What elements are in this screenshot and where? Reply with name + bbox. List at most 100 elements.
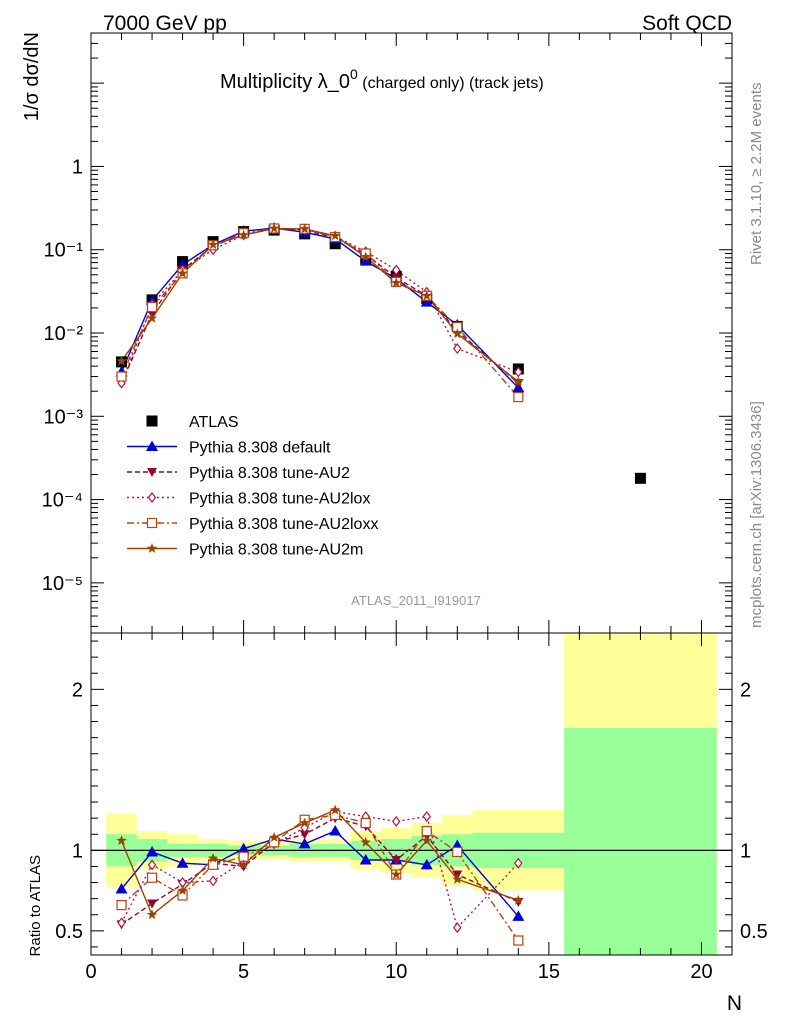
au2m-point-marker — [177, 267, 188, 278]
au2m-point-marker — [391, 277, 402, 288]
au2m-point-marker — [116, 355, 127, 366]
au2m-point-marker — [207, 239, 219, 250]
ratio-y-tick-label-right: 1 — [740, 840, 751, 862]
rivet-version-label: Rivet 3.1.10, ≥ 2.2M events — [748, 83, 765, 266]
au2m-point-marker — [299, 817, 310, 828]
title-superscript: 0 — [350, 66, 358, 82]
y-tick-label: 1 — [72, 156, 83, 178]
au2m-point-marker — [421, 290, 432, 301]
au2lox-point-marker — [147, 492, 157, 503]
legend-label-default: Pythia 8.308 default — [189, 440, 331, 457]
ratio-y-axis-label: Ratio to ATLAS — [27, 855, 44, 956]
header-right-label: Soft QCD — [642, 12, 732, 35]
legend-label-au2lox: Pythia 8.308 tune-AU2lox — [189, 491, 370, 508]
default-point-marker — [298, 837, 311, 849]
uncertainty-band-inner — [564, 727, 717, 955]
data-point-marker — [329, 238, 341, 250]
au2loxx-point-marker — [116, 371, 127, 382]
ratio-y-tick-label-left: 1 — [72, 840, 83, 862]
au2m-point-marker — [207, 852, 219, 863]
au2loxx-point-marker — [513, 391, 524, 403]
x-tick-label: 20 — [690, 961, 712, 983]
au2loxx-point-marker — [207, 859, 219, 870]
au2lox-point-marker — [453, 343, 462, 355]
analysis-label: ATLAS_2011_I919017 — [351, 593, 481, 608]
title-main: Multiplicity λ_0 — [220, 71, 350, 93]
au2loxx-point-marker — [360, 817, 371, 829]
au2lox-point-marker — [117, 917, 126, 929]
default-point-marker — [146, 845, 159, 857]
main-plot-background — [91, 33, 732, 633]
au2m-point-marker — [330, 804, 341, 815]
au2m-point-marker — [421, 835, 432, 846]
y-tick-label: 10⁻³ — [44, 406, 84, 428]
ratio-y-tick-label-right: 0.5 — [740, 921, 768, 943]
legend: ATLAS Pythia 8.308 default Pythia 8.308 tu… — [127, 414, 378, 559]
au2-point-marker — [147, 468, 157, 477]
header-left-label: 7000 GeV pp — [103, 12, 227, 35]
au2loxx-point-marker — [421, 825, 432, 837]
au2lox-point-marker — [453, 922, 462, 934]
au2m-point-marker — [299, 223, 310, 234]
legend-label-au2loxx: Pythia 8.308 tune-AU2loxx — [189, 516, 378, 533]
au2m-point-marker — [116, 835, 127, 846]
au2loxx-point-marker — [146, 301, 158, 313]
default-point-marker — [146, 440, 158, 451]
x-axis-label: N — [727, 992, 742, 1015]
au2m-point-marker — [238, 859, 249, 870]
au2m-point-marker — [238, 229, 249, 240]
au2m-point-marker — [146, 543, 158, 553]
legend-label-au2m: Pythia 8.308 tune-AU2m — [189, 542, 363, 559]
default-point-marker — [512, 910, 525, 921]
au2lox-point-marker — [391, 815, 401, 827]
default-point-marker — [359, 255, 372, 266]
main-y-axis-label: 1/σ dσ/dN — [21, 32, 43, 121]
au2m-point-marker — [146, 909, 158, 920]
y-tick-label: 10⁻² — [44, 323, 84, 345]
au2loxx-point-marker — [146, 517, 158, 529]
au2m-point-marker — [391, 869, 402, 879]
au2-point-marker — [299, 830, 310, 840]
main-plot-axes: 1 10⁻¹ 10⁻² 10⁻³ 10⁻⁴ 10⁻⁵ — [42, 32, 733, 634]
ratio-y-tick-label-left: 0.5 — [55, 921, 83, 943]
au2-point-marker — [147, 899, 158, 909]
au2loxx-point-marker — [513, 935, 524, 946]
y-tick-label: 10⁻⁵ — [42, 573, 83, 595]
data-point-marker — [634, 472, 646, 484]
x-tick-label: 15 — [538, 961, 560, 983]
au2lox-point-marker — [422, 811, 432, 823]
y-tick-label: 10⁻⁴ — [42, 490, 83, 512]
au2m-point-marker — [452, 873, 463, 884]
ratio-y-tick-label-left: 2 — [72, 679, 83, 701]
au2m-point-marker — [177, 885, 188, 895]
au2loxx-point-marker — [116, 899, 127, 911]
au2lox-point-marker — [391, 264, 401, 276]
x-tick-label: 10 — [385, 961, 407, 983]
legend-label-au2: Pythia 8.308 tune-AU2 — [189, 465, 350, 482]
au2m-point-marker — [268, 223, 280, 233]
au2lox-point-marker — [147, 859, 157, 871]
data-point-marker — [146, 415, 158, 427]
default-point-marker — [329, 825, 342, 836]
main-plot-title: Multiplicity λ_00 (charged only) (track … — [220, 66, 544, 93]
default-point-marker — [115, 882, 128, 894]
au2m-point-marker — [268, 832, 280, 842]
au2m-point-marker — [360, 836, 371, 847]
legend-label-data: ATLAS — [189, 414, 239, 431]
title-rest: (charged only) (track jets) — [358, 75, 544, 92]
au2loxx-point-marker — [452, 846, 463, 858]
ratio-plot-marks — [115, 804, 525, 946]
default-point-marker — [176, 857, 189, 868]
default-point-marker — [359, 854, 372, 865]
au2lox-point-marker — [514, 857, 523, 869]
default-point-marker — [420, 858, 433, 870]
ratio-plot-background — [91, 633, 732, 955]
source-label: mcplots.cern.ch [arXiv:1306.3436] — [748, 401, 765, 628]
au2lox-point-marker — [208, 875, 218, 887]
default-point-marker — [420, 296, 433, 307]
au2m-point-marker — [513, 894, 524, 905]
x-tick-label: 0 — [85, 961, 96, 983]
au2m-point-marker — [146, 312, 158, 323]
y-tick-label: 10⁻¹ — [44, 240, 84, 262]
